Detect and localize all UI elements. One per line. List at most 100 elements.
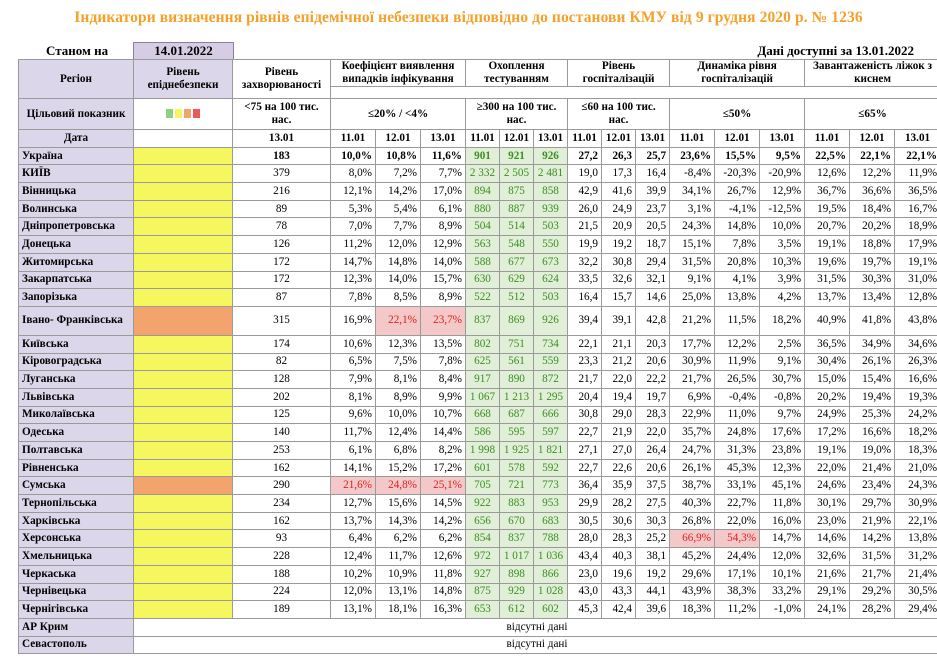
- positivity-value: 6,4%: [330, 529, 376, 549]
- testing-value: 503: [532, 288, 569, 307]
- table-row: Житомирська 172 14,7% 14,8% 14,0% 588 677 673 32…: [18, 252, 937, 272]
- hosp-dyn-value: 12,9%: [759, 182, 806, 201]
- hosp-dyn-value: 26,8%: [669, 511, 716, 531]
- hosp-dyn-value: -12,5%: [759, 199, 806, 219]
- testing-value: 875: [465, 582, 500, 602]
- hosp-value: 21,7: [567, 370, 603, 389]
- region-name: АР Крим: [18, 617, 134, 637]
- positivity-value: 16,3%: [420, 600, 466, 619]
- positivity-value: 14,2%: [375, 182, 421, 201]
- region-name: Одеська: [18, 423, 134, 442]
- hosp-dyn-value: 31,5%: [669, 252, 716, 272]
- hosp-dyn-value: 12,3%: [759, 458, 806, 478]
- date-header: 13.01: [532, 129, 569, 148]
- hosp-value: 28,3: [635, 405, 671, 425]
- hosp-value: 23,3: [567, 352, 603, 372]
- positivity-value: 7,7%: [375, 217, 421, 237]
- hosp-value: 20,6: [635, 352, 671, 372]
- date-header: 12.01: [375, 129, 421, 148]
- region-name: Київська: [18, 334, 134, 354]
- oxygen-value: 31,5%: [804, 270, 851, 290]
- table-row: Дніпропетровська 78 7,0% 7,7% 8,9% 504 514 503 2…: [18, 217, 937, 237]
- hosp-dyn-value: 34,1%: [669, 182, 716, 201]
- positivity-value: 17,0%: [420, 182, 466, 201]
- positivity-value: 21,6%: [330, 476, 376, 496]
- hosp-value: 26,3: [601, 146, 637, 166]
- incidence-value: 315: [232, 305, 331, 336]
- no-data-text: відсутні дані: [132, 617, 937, 637]
- hosp-dyn-value: 13,8%: [714, 288, 761, 307]
- testing-value: 922: [465, 494, 500, 513]
- hosp-dyn-value: 11,9%: [714, 352, 761, 372]
- region-name: Чернівецька: [18, 582, 134, 602]
- table-row: Чернівецька 224 12,0% 13,1% 14,8% 875 929 1 028…: [18, 582, 937, 602]
- testing-value: 887: [499, 199, 534, 219]
- region-name: Івано- Франківська: [18, 305, 134, 336]
- incidence-value: 78: [232, 217, 331, 237]
- positivity-value: 12,4%: [330, 547, 376, 566]
- testing-value: 653: [465, 600, 500, 619]
- oxygen-value: 20,2%: [804, 387, 851, 407]
- hosp-dyn-value: 6,9%: [669, 387, 716, 407]
- positivity-value: 22,1%: [375, 305, 421, 336]
- region-name: Кіровоградська: [18, 352, 134, 372]
- hosp-dyn-value: 3,1%: [669, 199, 716, 219]
- hosp-value: 39,1: [601, 305, 637, 336]
- level-cell: [133, 600, 233, 619]
- oxygen-value: 30,4%: [804, 352, 851, 372]
- hosp-dyn-value: 20,8%: [714, 252, 761, 272]
- region-name: Вінницька: [18, 182, 134, 201]
- oxygen-value: 36,5%: [894, 182, 937, 201]
- testing-value: 837: [499, 529, 534, 549]
- positivity-value: 25,1%: [420, 476, 466, 496]
- oxygen-value: 22,1%: [894, 511, 937, 531]
- positivity-value: 8,9%: [420, 288, 466, 307]
- incidence-value: 140: [232, 423, 331, 442]
- hosp-dyn-value: 3,5%: [759, 235, 806, 254]
- hosp-dyn-value: 11,2%: [714, 600, 761, 619]
- header-testing: Охоплення тестуванням: [464, 59, 569, 87]
- positivity-value: 6,5%: [330, 352, 376, 372]
- testing-value: 802: [465, 334, 500, 354]
- positivity-value: 12,0%: [375, 235, 421, 254]
- testing-value: 898: [499, 564, 534, 584]
- incidence-value: 202: [232, 387, 331, 407]
- positivity-value: 6,1%: [330, 441, 376, 460]
- testing-value: 894: [465, 182, 500, 201]
- hosp-value: 22,0: [635, 423, 671, 442]
- positivity-value: 7,2%: [375, 164, 421, 184]
- positivity-value: 7,8%: [420, 352, 466, 372]
- hosp-dyn-value: 54,3%: [714, 529, 761, 549]
- oxygen-value: 16,7%: [894, 199, 937, 219]
- hosp-value: 19,2: [635, 564, 671, 584]
- testing-value: 548: [499, 235, 534, 254]
- hosp-value: 39,4: [567, 305, 603, 336]
- hosp-value: 19,6: [601, 564, 637, 584]
- positivity-value: 11,7%: [330, 423, 376, 442]
- positivity-value: 18,1%: [375, 600, 421, 619]
- hosp-value: 19,4: [601, 387, 637, 407]
- testing-value: 1 213: [499, 387, 534, 407]
- oxygen-value: 22,1%: [894, 146, 937, 166]
- testing-value: 880: [465, 199, 500, 219]
- testing-value: 2 505: [499, 164, 534, 184]
- oxygen-value: 29,4%: [894, 600, 937, 619]
- oxygen-value: 22,0%: [804, 458, 851, 478]
- testing-value: 630: [465, 270, 500, 290]
- hosp-value: 26,4: [635, 441, 671, 460]
- hosp-value: 28,3: [601, 529, 637, 549]
- testing-value: 1 925: [499, 441, 534, 460]
- hosp-dyn-value: 45,3%: [714, 458, 761, 478]
- hosp-value: 25,7: [635, 146, 671, 166]
- hosp-dyn-value: 25,0%: [669, 288, 716, 307]
- header-level: Рівень епіднебезпеки: [133, 59, 233, 99]
- date-header: 11.01: [567, 129, 603, 148]
- hosp-dyn-value: 4,1%: [714, 270, 761, 290]
- oxygen-value: 19,4%: [849, 387, 896, 407]
- positivity-value: 12,7%: [330, 494, 376, 513]
- oxygen-value: 31,5%: [849, 547, 896, 566]
- region-name: Миколаївська: [18, 405, 134, 425]
- oxygen-value: 23,4%: [849, 476, 896, 496]
- testing-value: 1 295: [532, 387, 569, 407]
- table-row: Черкаська 188 10,2% 10,9% 11,8% 927 898 866 23,0…: [18, 564, 937, 584]
